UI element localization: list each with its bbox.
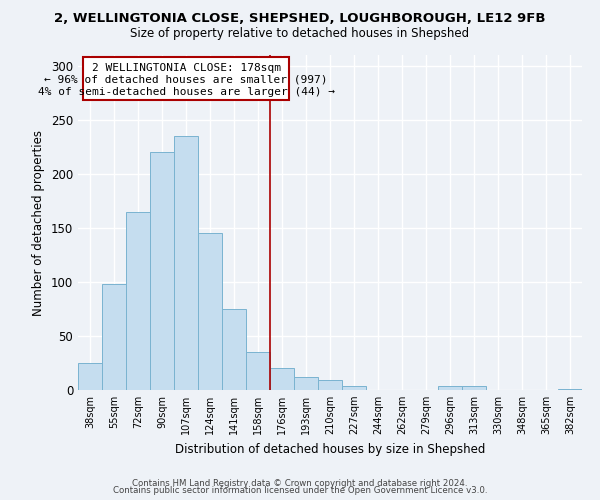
Bar bbox=[150, 152, 174, 390]
FancyBboxPatch shape bbox=[83, 57, 289, 100]
Text: 4% of semi-detached houses are larger (44) →: 4% of semi-detached houses are larger (4… bbox=[37, 88, 335, 98]
Text: 2 WELLINGTONIA CLOSE: 178sqm: 2 WELLINGTONIA CLOSE: 178sqm bbox=[91, 62, 281, 72]
Bar bbox=[174, 136, 198, 390]
Text: Contains public sector information licensed under the Open Government Licence v3: Contains public sector information licen… bbox=[113, 486, 487, 495]
Text: Contains HM Land Registry data © Crown copyright and database right 2024.: Contains HM Land Registry data © Crown c… bbox=[132, 478, 468, 488]
Bar bbox=[102, 284, 126, 390]
Bar bbox=[198, 234, 222, 390]
Bar bbox=[126, 212, 150, 390]
Bar bbox=[222, 309, 246, 390]
X-axis label: Distribution of detached houses by size in Shepshed: Distribution of detached houses by size … bbox=[175, 442, 485, 456]
Bar bbox=[558, 389, 582, 390]
Bar bbox=[78, 363, 102, 390]
Bar bbox=[342, 386, 366, 390]
Text: 2, WELLINGTONIA CLOSE, SHEPSHED, LOUGHBOROUGH, LE12 9FB: 2, WELLINGTONIA CLOSE, SHEPSHED, LOUGHBO… bbox=[54, 12, 546, 26]
Bar bbox=[438, 386, 462, 390]
Bar bbox=[246, 352, 270, 390]
Bar bbox=[270, 368, 294, 390]
Bar bbox=[294, 377, 318, 390]
Bar bbox=[318, 380, 342, 390]
Text: ← 96% of detached houses are smaller (997): ← 96% of detached houses are smaller (99… bbox=[44, 75, 328, 85]
Y-axis label: Number of detached properties: Number of detached properties bbox=[32, 130, 46, 316]
Bar bbox=[462, 386, 486, 390]
Text: Size of property relative to detached houses in Shepshed: Size of property relative to detached ho… bbox=[130, 28, 470, 40]
